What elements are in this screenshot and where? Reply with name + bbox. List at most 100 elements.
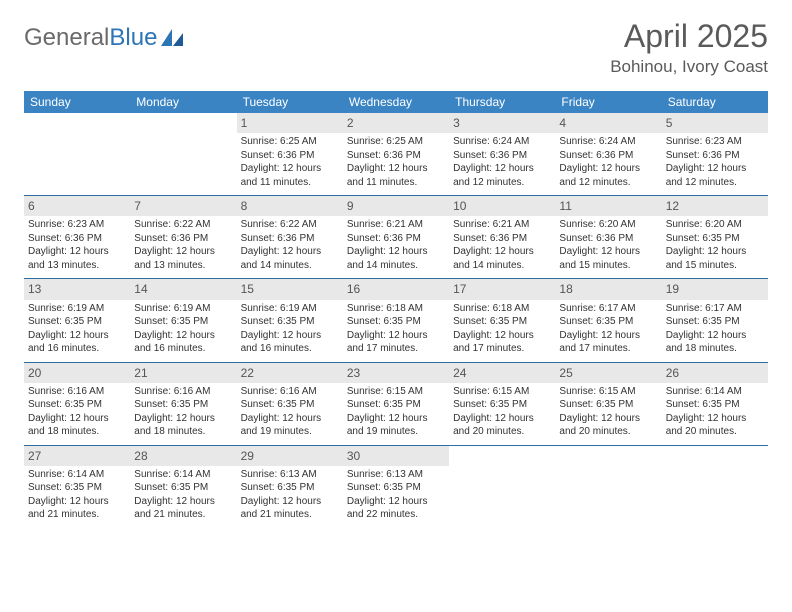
daylight-text: Daylight: 12 hours and 12 minutes. — [559, 162, 657, 189]
calendar-day-cell: 24Sunrise: 6:15 AMSunset: 6:35 PMDayligh… — [449, 362, 555, 445]
sunset-text: Sunset: 6:35 PM — [666, 232, 764, 246]
sunrise-text: Sunrise: 6:18 AM — [347, 302, 445, 316]
day-number: 10 — [449, 196, 555, 216]
sunset-text: Sunset: 6:35 PM — [666, 398, 764, 412]
sunrise-text: Sunrise: 6:21 AM — [347, 218, 445, 232]
calendar-week-row: 6Sunrise: 6:23 AMSunset: 6:36 PMDaylight… — [24, 196, 768, 279]
daylight-text: Daylight: 12 hours and 18 minutes. — [666, 329, 764, 356]
title-block: April 2025 Bohinou, Ivory Coast — [610, 18, 768, 77]
sunset-text: Sunset: 6:35 PM — [241, 315, 339, 329]
day-number: 16 — [343, 279, 449, 299]
sunrise-text: Sunrise: 6:15 AM — [347, 385, 445, 399]
calendar-day-cell: 29Sunrise: 6:13 AMSunset: 6:35 PMDayligh… — [237, 445, 343, 528]
calendar-day-cell: 19 Sunrise: 6:17 AMSunset: 6:35 PMDayligh… — [662, 279, 768, 362]
calendar-day-cell: 5 Sunrise: 6:23 AMSunset: 6:36 PMDaylight… — [662, 113, 768, 196]
daylight-text: Daylight: 12 hours and 17 minutes. — [453, 329, 551, 356]
daylight-text: Daylight: 12 hours and 12 minutes. — [666, 162, 764, 189]
day-number: 22 — [237, 363, 343, 383]
sunset-text: Sunset: 6:36 PM — [134, 232, 232, 246]
sunrise-text: Sunrise: 6:18 AM — [453, 302, 551, 316]
day-number: 17 — [449, 279, 555, 299]
day-number: 27 — [24, 446, 130, 466]
daylight-text: Daylight: 12 hours and 16 minutes. — [241, 329, 339, 356]
sunset-text: Sunset: 6:35 PM — [241, 398, 339, 412]
daylight-text: Daylight: 12 hours and 22 minutes. — [347, 495, 445, 522]
calendar-day-cell: 28Sunrise: 6:14 AMSunset: 6:35 PMDayligh… — [130, 445, 236, 528]
sunrise-text: Sunrise: 6:19 AM — [241, 302, 339, 316]
sunset-text: Sunset: 6:36 PM — [347, 232, 445, 246]
daylight-text: Daylight: 12 hours and 15 minutes. — [666, 245, 764, 272]
day-number: 21 — [130, 363, 236, 383]
sunset-text: Sunset: 6:35 PM — [666, 315, 764, 329]
sunrise-text: Sunrise: 6:16 AM — [134, 385, 232, 399]
calendar-day-cell: 21Sunrise: 6:16 AMSunset: 6:35 PMDayligh… — [130, 362, 236, 445]
sunrise-text: Sunrise: 6:15 AM — [453, 385, 551, 399]
weekday-header: Wednesday — [343, 91, 449, 113]
calendar-day-cell — [24, 113, 130, 196]
calendar-day-cell: 22Sunrise: 6:16 AMSunset: 6:35 PMDayligh… — [237, 362, 343, 445]
sunset-text: Sunset: 6:36 PM — [347, 149, 445, 163]
sunset-text: Sunset: 6:36 PM — [559, 149, 657, 163]
day-number: 18 — [555, 279, 661, 299]
calendar-week-row: 20Sunrise: 6:16 AMSunset: 6:35 PMDayligh… — [24, 362, 768, 445]
day-number: 13 — [24, 279, 130, 299]
calendar-day-cell: 23Sunrise: 6:15 AMSunset: 6:35 PMDayligh… — [343, 362, 449, 445]
day-number: 2 — [343, 113, 449, 133]
calendar-day-cell: 10Sunrise: 6:21 AMSunset: 6:36 PMDayligh… — [449, 196, 555, 279]
weekday-header: Tuesday — [237, 91, 343, 113]
daylight-text: Daylight: 12 hours and 16 minutes. — [28, 329, 126, 356]
sunrise-text: Sunrise: 6:20 AM — [666, 218, 764, 232]
sunset-text: Sunset: 6:36 PM — [453, 232, 551, 246]
sunset-text: Sunset: 6:36 PM — [453, 149, 551, 163]
sunset-text: Sunset: 6:36 PM — [241, 149, 339, 163]
day-number: 5 — [662, 113, 768, 133]
sunrise-text: Sunrise: 6:23 AM — [666, 135, 764, 149]
page-header: GeneralBlue April 2025 Bohinou, Ivory Co… — [24, 18, 768, 77]
calendar-table: Sunday Monday Tuesday Wednesday Thursday… — [24, 91, 768, 528]
sunrise-text: Sunrise: 6:23 AM — [28, 218, 126, 232]
weekday-header: Friday — [555, 91, 661, 113]
sunrise-text: Sunrise: 6:22 AM — [241, 218, 339, 232]
brand-logo: GeneralBlue — [24, 24, 183, 52]
day-number: 9 — [343, 196, 449, 216]
sunrise-text: Sunrise: 6:13 AM — [241, 468, 339, 482]
calendar-week-row: 1Sunrise: 6:25 AMSunset: 6:36 PMDaylight… — [24, 113, 768, 196]
calendar-day-cell: 20Sunrise: 6:16 AMSunset: 6:35 PMDayligh… — [24, 362, 130, 445]
sunrise-text: Sunrise: 6:24 AM — [453, 135, 551, 149]
calendar-day-cell: 12Sunrise: 6:20 AMSunset: 6:35 PMDayligh… — [662, 196, 768, 279]
day-number: 24 — [449, 363, 555, 383]
day-number: 19 — [662, 279, 768, 299]
calendar-day-cell: 13Sunrise: 6:19 AMSunset: 6:35 PMDayligh… — [24, 279, 130, 362]
calendar-day-cell: 7Sunrise: 6:22 AMSunset: 6:36 PMDaylight… — [130, 196, 236, 279]
sunset-text: Sunset: 6:36 PM — [666, 149, 764, 163]
sunrise-text: Sunrise: 6:14 AM — [28, 468, 126, 482]
sunrise-text: Sunrise: 6:14 AM — [666, 385, 764, 399]
sunset-text: Sunset: 6:35 PM — [453, 315, 551, 329]
sunrise-text: Sunrise: 6:17 AM — [666, 302, 764, 316]
sunset-text: Sunset: 6:36 PM — [559, 232, 657, 246]
calendar-day-cell: 27Sunrise: 6:14 AMSunset: 6:35 PMDayligh… — [24, 445, 130, 528]
day-number: 8 — [237, 196, 343, 216]
calendar-day-cell — [662, 445, 768, 528]
sunset-text: Sunset: 6:35 PM — [559, 315, 657, 329]
daylight-text: Daylight: 12 hours and 18 minutes. — [28, 412, 126, 439]
sunset-text: Sunset: 6:35 PM — [28, 481, 126, 495]
sunset-text: Sunset: 6:35 PM — [28, 398, 126, 412]
daylight-text: Daylight: 12 hours and 11 minutes. — [241, 162, 339, 189]
sunrise-text: Sunrise: 6:22 AM — [134, 218, 232, 232]
location-label: Bohinou, Ivory Coast — [610, 57, 768, 77]
daylight-text: Daylight: 12 hours and 14 minutes. — [347, 245, 445, 272]
sunrise-text: Sunrise: 6:16 AM — [28, 385, 126, 399]
sunset-text: Sunset: 6:36 PM — [28, 232, 126, 246]
daylight-text: Daylight: 12 hours and 21 minutes. — [241, 495, 339, 522]
sunrise-text: Sunrise: 6:17 AM — [559, 302, 657, 316]
day-number: 15 — [237, 279, 343, 299]
daylight-text: Daylight: 12 hours and 19 minutes. — [241, 412, 339, 439]
calendar-day-cell — [555, 445, 661, 528]
calendar-day-cell — [130, 113, 236, 196]
sunset-text: Sunset: 6:36 PM — [241, 232, 339, 246]
sunset-text: Sunset: 6:35 PM — [134, 315, 232, 329]
day-number: 1 — [237, 113, 343, 133]
daylight-text: Daylight: 12 hours and 19 minutes. — [347, 412, 445, 439]
day-number: 7 — [130, 196, 236, 216]
